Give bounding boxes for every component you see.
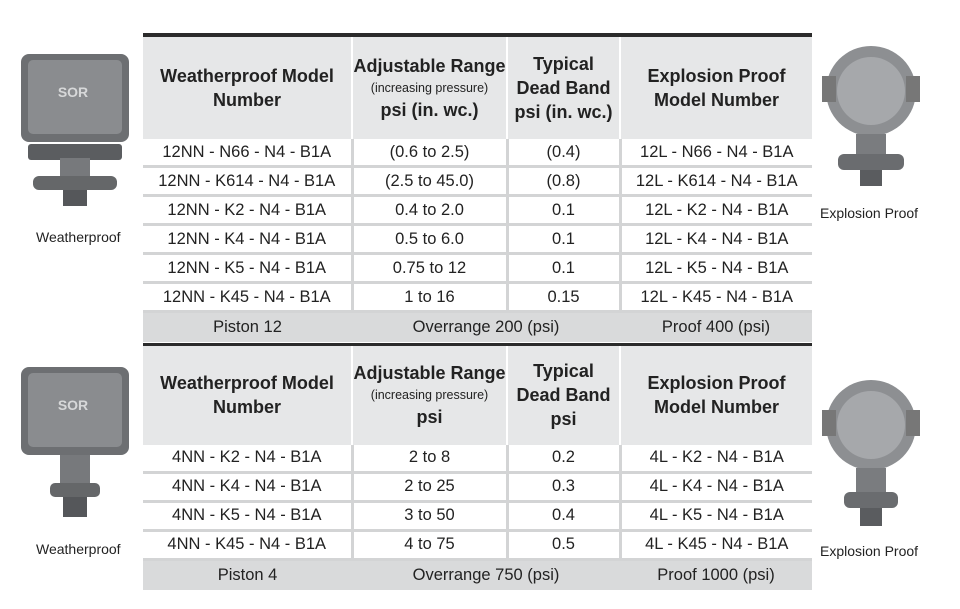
table-cell: 0.3	[507, 472, 622, 503]
table-cell: 12L - K45 - N4 - B1A	[620, 282, 812, 313]
table-row: 12NN - K2 - N4 - B1A 0.4 to 2.0 0.1 12L - K…	[143, 195, 812, 226]
spec-table: Weatherproof Model Number Adjustable Rang…	[143, 343, 812, 590]
footer-row: Piston 4 Overrange 750 (psi) Proof 1000 (p…	[143, 559, 812, 590]
header-title: Explosion Proof Model Number	[647, 373, 786, 418]
explosion-proof-device	[822, 46, 920, 186]
header-title: Weatherproof Model Number	[160, 373, 334, 418]
table-cell: 12NN - K45 - N4 - B1A	[143, 282, 354, 313]
header-cell: Adjustable Range (increasing pressure) psi…	[352, 35, 508, 139]
table-cell: 12NN - K4 - N4 - B1A	[143, 224, 354, 255]
table-cell: 0.4	[507, 501, 622, 532]
table-cell: 12L - K2 - N4 - B1A	[620, 195, 812, 226]
header-row: Weatherproof Model Number Adjustable Rang…	[143, 344, 812, 445]
table-cell: 12NN - K614 - N4 - B1A	[143, 166, 354, 197]
table-row: 4NN - K4 - N4 - B1A 2 to 25 0.3 4L - K4 - N…	[143, 472, 812, 503]
right-caption: Explosion Proof	[820, 543, 919, 559]
table-cell: 0.75 to 12	[352, 253, 509, 284]
header-cell: Weatherproof Model Number	[143, 35, 353, 139]
table-cell: 4L - K45 - N4 - B1A	[620, 530, 812, 561]
header-cell: Typical Dead Band psi	[507, 344, 621, 445]
table-cell: 4 to 75	[352, 530, 509, 561]
table-row: 4NN - K2 - N4 - B1A 2 to 8 0.2 4L - K2 - N4…	[143, 444, 812, 474]
table-cell: 12L - K614 - N4 - B1A	[620, 166, 812, 197]
header-note: (increasing pressure)	[370, 388, 489, 403]
header-cell: Typical Dead Band psi (in. wc.)	[507, 35, 621, 139]
table-cell: 12NN - K5 - N4 - B1A	[143, 253, 354, 284]
table-cell: 4L - K2 - N4 - B1A	[620, 444, 812, 474]
header-title: Adjustable Range	[353, 56, 506, 76]
table-cell: 12L - K4 - N4 - B1A	[620, 224, 812, 255]
header-cell: Adjustable Range (increasing pressure) psi	[352, 344, 508, 445]
table-cell: 3 to 50	[352, 501, 509, 532]
header-note: (increasing pressure)	[370, 81, 489, 95]
weatherproof-device: SOR	[21, 54, 129, 206]
table-cell: 0.5 to 6.0	[352, 224, 509, 255]
table-row: 12NN - N66 - N4 - B1A (0.6 to 2.5) (0.4) 12…	[143, 139, 812, 168]
header-cell: Explosion Proof Model Number	[620, 35, 812, 139]
header-title: Adjustable Range	[353, 363, 506, 384]
table-cell: 4NN - K5 - N4 - B1A	[143, 501, 354, 532]
table-cell: 4L - K5 - N4 - B1A	[620, 501, 812, 532]
header-title: Typical Dead Band psi (in. wc.)	[514, 54, 613, 122]
header-title: Typical Dead Band psi	[516, 361, 611, 430]
table-cell: 0.5	[507, 530, 622, 561]
left-caption: Weatherproof	[36, 541, 121, 557]
footer-cell: Proof 400 (psi)	[620, 311, 812, 342]
table-cell: 4L - K4 - N4 - B1A	[620, 472, 812, 503]
weatherproof-device: SOR	[21, 367, 129, 517]
header-title: Weatherproof Model Number	[160, 66, 334, 110]
table-cell: 4NN - K2 - N4 - B1A	[143, 444, 354, 474]
table-cell: 0.1	[507, 224, 622, 255]
footer-cell: Proof 1000 (psi)	[620, 559, 812, 590]
header-row: Weatherproof Model Number Adjustable Rang…	[143, 35, 812, 139]
table-row: 4NN - K5 - N4 - B1A 3 to 50 0.4 4L - K5 - N…	[143, 501, 812, 532]
spec-table: Weatherproof Model Number Adjustable Rang…	[143, 33, 812, 342]
table-cell: 2 to 8	[352, 444, 509, 474]
left-caption: Weatherproof	[36, 229, 121, 245]
table-row: 4NN - K45 - N4 - B1A 4 to 75 0.5 4L - K45 -…	[143, 530, 812, 561]
table-cell: 12NN - N66 - N4 - B1A	[143, 139, 354, 168]
table-cell: 4NN - K45 - N4 - B1A	[143, 530, 354, 561]
explosion-proof-device	[822, 380, 920, 526]
header-unit: psi	[416, 407, 443, 428]
table-cell: 0.1	[507, 195, 622, 226]
table-cell: 12L - K5 - N4 - B1A	[620, 253, 812, 284]
table-cell: 0.15	[507, 282, 622, 313]
table-row: 12NN - K614 - N4 - B1A (2.5 to 45.0) (0.8)…	[143, 166, 812, 197]
table-row: 12NN - K45 - N4 - B1A 1 to 16 0.15 12L - K4…	[143, 282, 812, 313]
table-cell: 2 to 25	[352, 472, 509, 503]
table-cell: 1 to 16	[352, 282, 509, 313]
table-cell: 12NN - K2 - N4 - B1A	[143, 195, 354, 226]
header-unit: psi (in. wc.)	[380, 100, 479, 120]
footer-cell: Piston 4	[143, 559, 352, 590]
footer-cell: Overrange 200 (psi)	[352, 311, 620, 342]
header-title: Explosion Proof Model Number	[647, 66, 786, 110]
svg-text:SOR: SOR	[58, 84, 88, 100]
table-row: 12NN - K4 - N4 - B1A 0.5 to 6.0 0.1 12L - K…	[143, 224, 812, 255]
table-cell: 0.1	[507, 253, 622, 284]
footer-row: Piston 12 Overrange 200 (psi) Proof 400 (p…	[143, 311, 812, 342]
table-row: 12NN - K5 - N4 - B1A 0.75 to 12 0.1 12L - K…	[143, 253, 812, 284]
right-caption: Explosion Proof	[820, 205, 919, 221]
svg-text:SOR: SOR	[58, 397, 88, 413]
table-cell: (0.6 to 2.5)	[352, 139, 509, 168]
header-cell: Explosion Proof Model Number	[620, 344, 812, 445]
table-cell: (2.5 to 45.0)	[352, 166, 509, 197]
table-cell: (0.4)	[507, 139, 622, 168]
footer-cell: Overrange 750 (psi)	[352, 559, 620, 590]
table-cell: (0.8)	[507, 166, 622, 197]
header-cell: Weatherproof Model Number	[143, 344, 353, 445]
table-cell: 0.2	[507, 444, 622, 474]
table-cell: 12L - N66 - N4 - B1A	[620, 139, 812, 168]
table-cell: 4NN - K4 - N4 - B1A	[143, 472, 354, 503]
table-cell: 0.4 to 2.0	[352, 195, 509, 226]
footer-cell: Piston 12	[143, 311, 352, 342]
